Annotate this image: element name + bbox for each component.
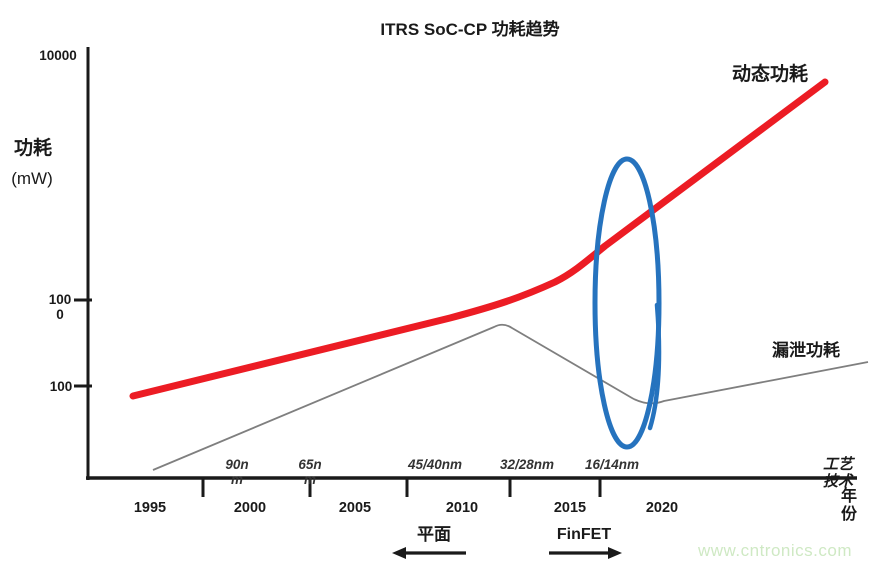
y-tick-label-1000: 100 0 — [48, 292, 72, 323]
x-axis-title: 年份 — [840, 488, 857, 523]
x-tick-label-2010: 2010 — [445, 500, 479, 516]
x-tick-label-2020: 2020 — [645, 500, 679, 516]
process-node-90nm: 90n m — [225, 457, 249, 488]
y-axis-unit: (mW) — [11, 169, 53, 188]
dynamic-power-line — [129, 78, 829, 400]
highlight-ellipse — [592, 156, 662, 450]
y-tick-label-10000: 10000 — [39, 48, 77, 63]
leakage-power-line — [152, 323, 869, 471]
x-tick-label-2005: 2005 — [338, 500, 372, 516]
y-tick-label-100: 100 — [49, 379, 73, 394]
process-axis-title: 工艺技术 — [822, 456, 853, 490]
process-node-16-14nm: 16/14nm — [584, 457, 640, 472]
y-axis-title: 功耗 — [13, 138, 53, 159]
watermark-text: www.cntronics.com — [698, 541, 852, 560]
dynamic-power-label: 动态功耗 — [731, 64, 809, 85]
highlight-ellipse-tail — [647, 302, 662, 431]
process-node-45-40nm: 45/40nm — [407, 457, 463, 472]
finfet-arrow-head-icon — [608, 547, 622, 559]
x-tick-label-2015: 2015 — [553, 500, 587, 516]
x-tick-label-2000: 2000 — [233, 500, 267, 516]
process-node-32-28nm: 32/28nm — [499, 457, 555, 472]
x-tick-label-1995: 1995 — [133, 500, 167, 516]
finfet-era-label: FinFET — [556, 526, 612, 543]
chart-title: ITRS SoC-CP 功耗趋势 — [380, 20, 560, 39]
leakage-power-label: 漏泄功耗 — [772, 341, 840, 360]
process-node-65nm: 65n m — [298, 457, 322, 488]
planar-arrow-head-icon — [392, 547, 406, 559]
planar-era-label: 平面 — [417, 525, 451, 544]
